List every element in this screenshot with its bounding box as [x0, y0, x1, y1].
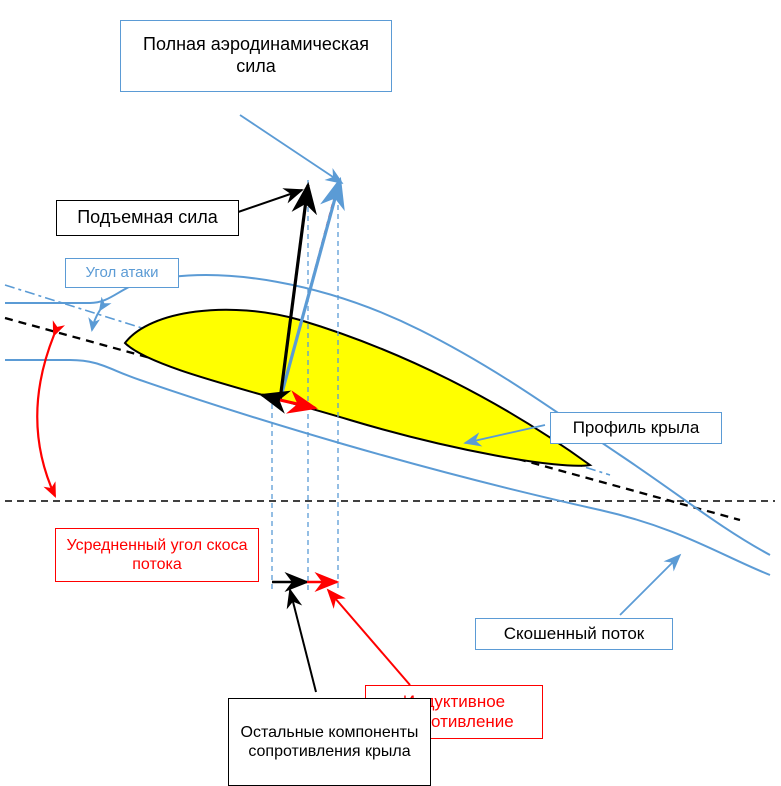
leader-induced-drag: [328, 590, 410, 685]
label-other_drag: Остальные компоненты сопротивления крыла: [228, 698, 431, 786]
label-lift: Подъемная сила: [56, 200, 239, 236]
leader-total-force: [240, 115, 342, 183]
leader-downwash-flow: [620, 555, 680, 615]
label-avg_angle: Усредненный угол скоса потока: [55, 528, 259, 582]
label-profile: Профиль крыла: [550, 412, 722, 444]
label-aoa: Угол атаки: [65, 258, 179, 288]
leader-other-drag: [290, 590, 316, 692]
label-downwash: Скошенный поток: [475, 618, 673, 650]
label-total_force: Полная аэродинамическая сила: [120, 20, 392, 92]
aero-diagram-svg: [0, 0, 781, 786]
